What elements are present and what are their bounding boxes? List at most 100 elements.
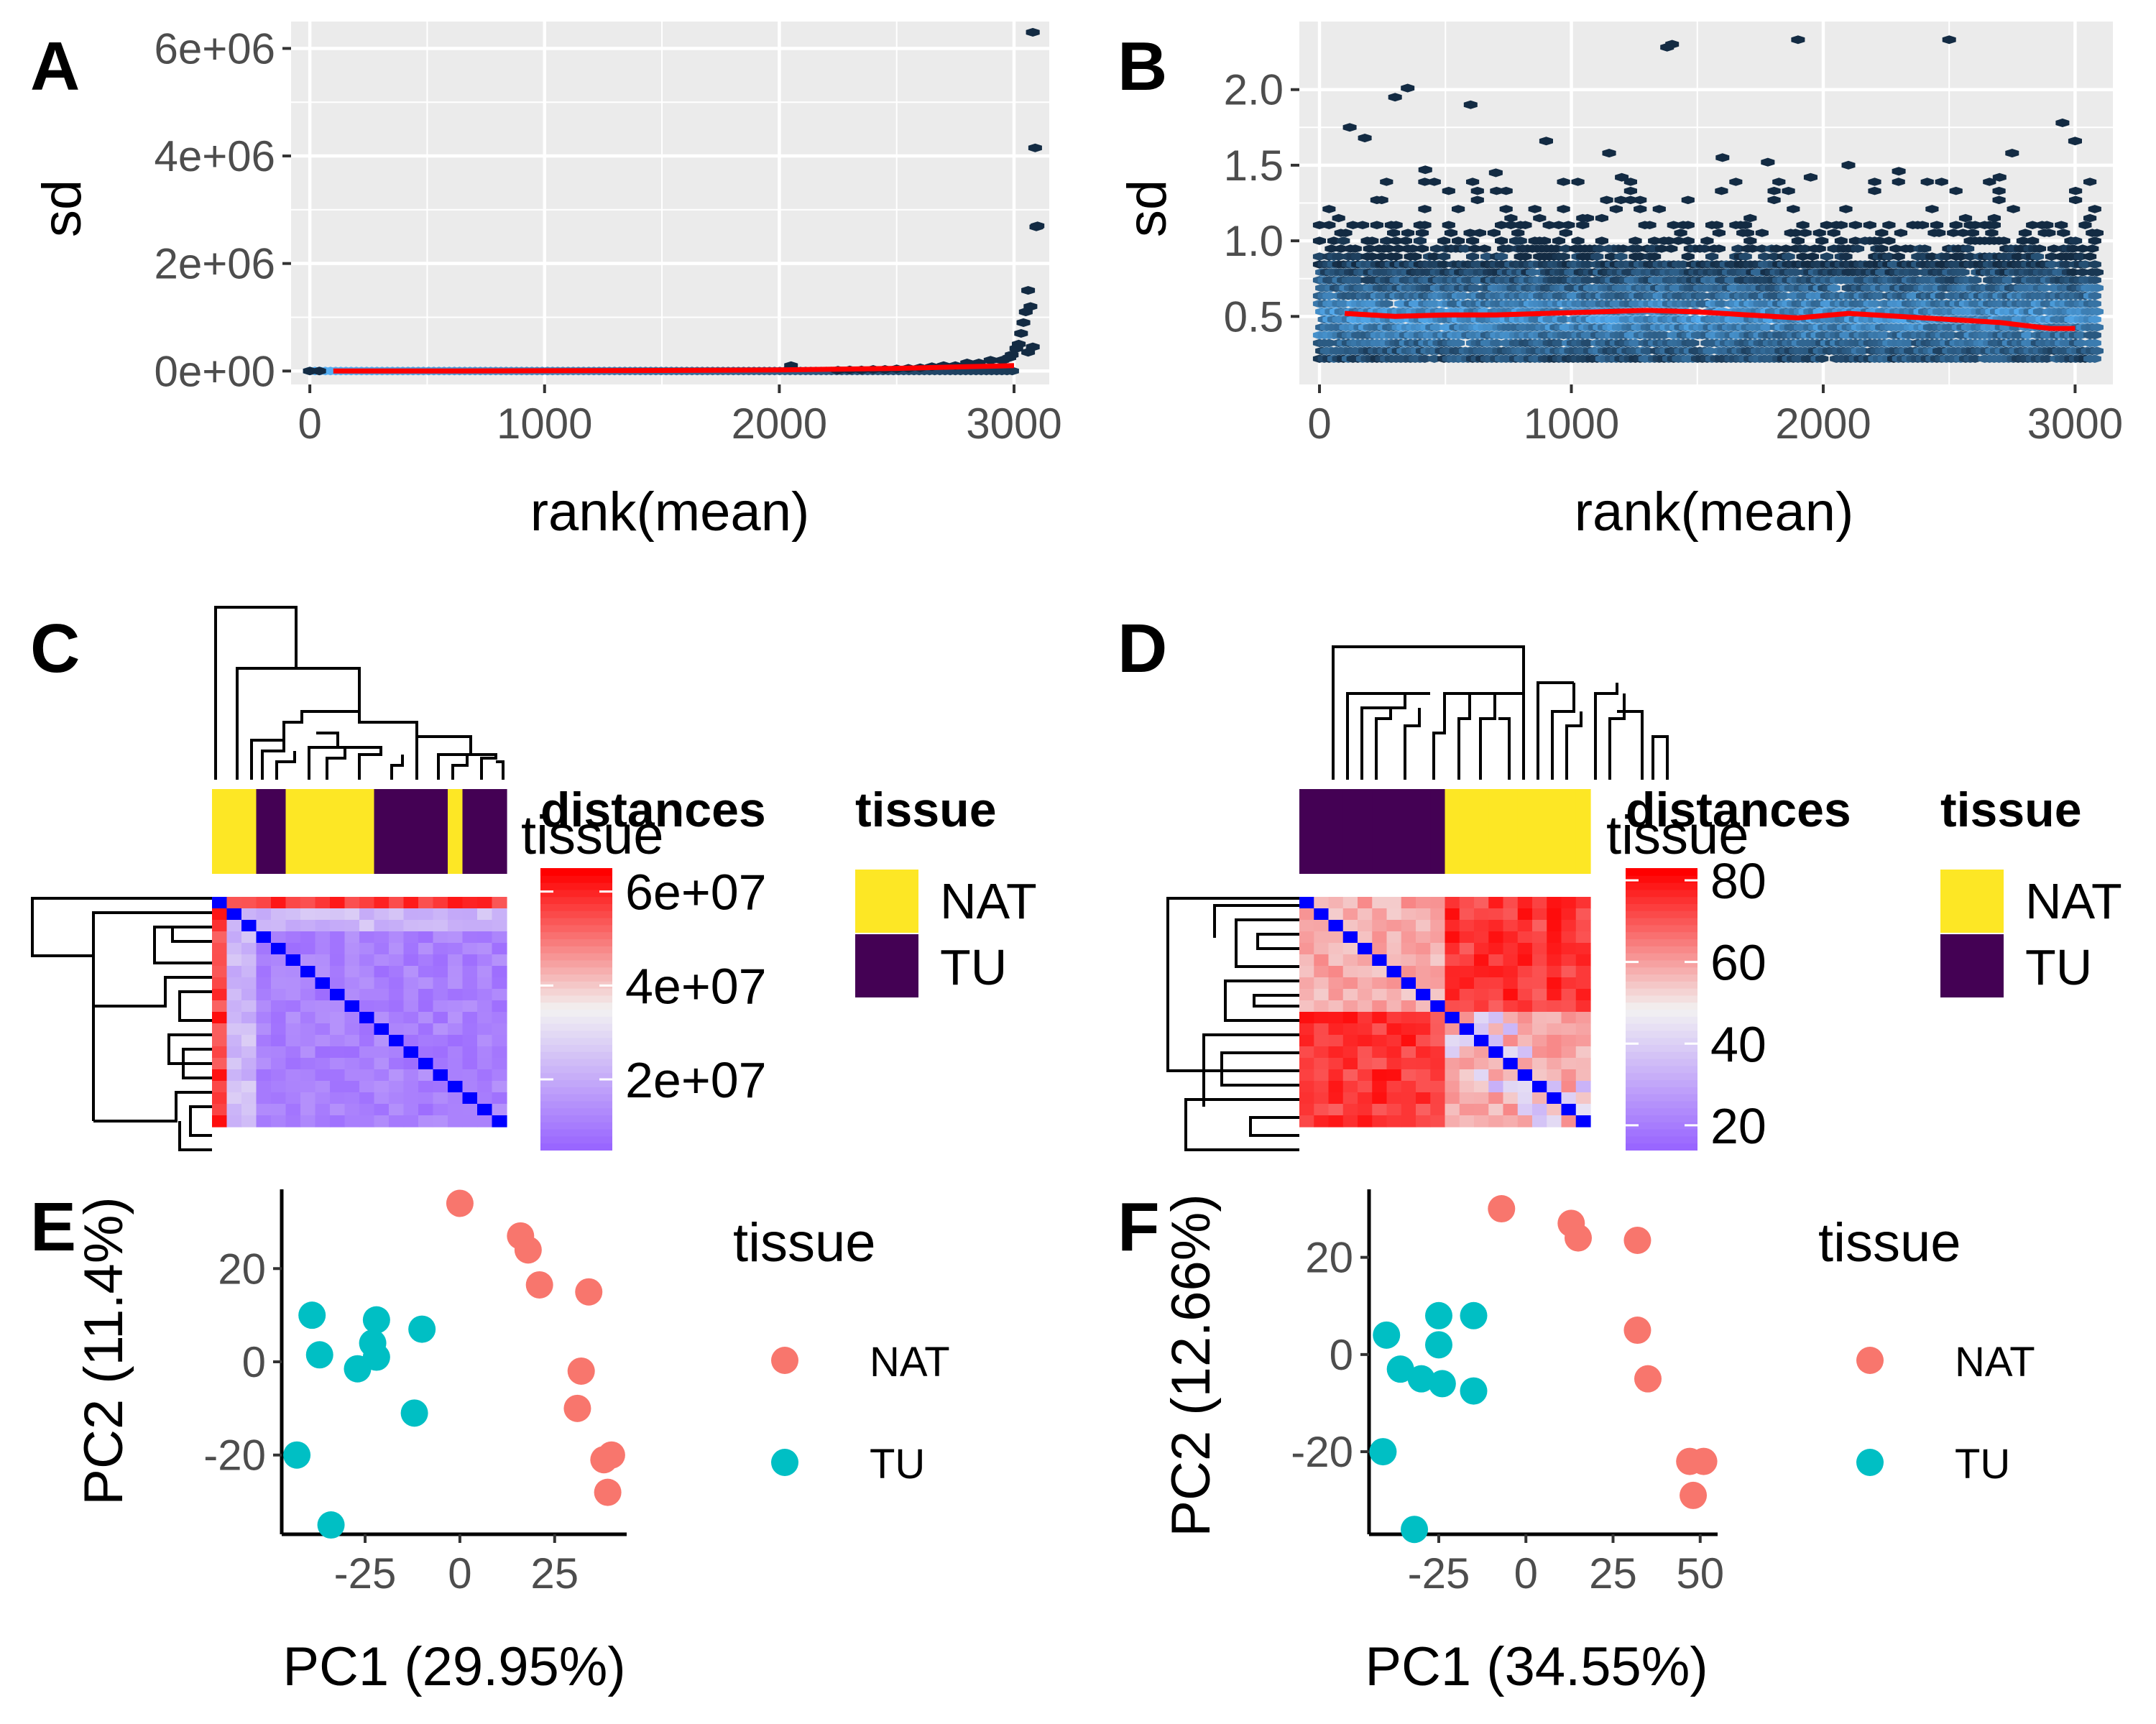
hex-cell <box>1399 236 1412 245</box>
heatmap-cell <box>226 1000 242 1013</box>
heatmap-cell <box>1299 1104 1314 1116</box>
hex-cell <box>1782 252 1795 261</box>
heatmap-cell <box>477 920 493 932</box>
hex-cell <box>2078 221 2092 229</box>
hex-point <box>1018 307 1033 317</box>
heatmap-cell <box>285 1000 301 1013</box>
point-tu <box>1425 1331 1452 1359</box>
heatmap-cell <box>241 1023 257 1036</box>
heatmap-cell <box>374 966 390 978</box>
heatmap-cell <box>1503 943 1519 955</box>
heatmap-cell <box>1517 966 1533 978</box>
colorbar-step <box>540 875 612 883</box>
heatmap-cell <box>1430 1104 1446 1116</box>
heatmap-cell <box>256 1081 272 1093</box>
heatmap-cell <box>448 1058 464 1070</box>
hex-cell <box>2030 252 2044 261</box>
heatmap-cell <box>1561 989 1577 1001</box>
heatmap-cell <box>1445 1081 1460 1093</box>
heatmap-cell <box>418 1069 434 1082</box>
tissue-annotation-cell <box>256 789 272 874</box>
heatmap-cell <box>256 1000 272 1013</box>
heatmap-cell <box>1328 1035 1344 1047</box>
hex-cell <box>1961 244 1975 253</box>
heatmap-cell <box>1358 908 1373 921</box>
panel-d-legend-tu-swatch <box>1940 934 2004 997</box>
heatmap-cell <box>300 1115 316 1128</box>
hex-cell <box>1686 338 1700 348</box>
heatmap-cell <box>1372 908 1388 921</box>
heatmap-cell <box>1561 977 1577 990</box>
heatmap-cell <box>285 897 301 909</box>
heatmap-cell <box>1517 1104 1533 1116</box>
hex-cell <box>1827 229 1841 237</box>
point-nat <box>1565 1224 1592 1252</box>
heatmap-cell <box>1445 943 1460 955</box>
hex-cell <box>1767 195 1781 205</box>
hex-cell <box>1537 236 1552 245</box>
heatmap-cell <box>330 920 346 932</box>
colorbar-step <box>1626 931 1697 939</box>
hex-cell <box>2088 315 2101 324</box>
heatmap-cell <box>1314 1023 1330 1036</box>
heatmap-cell <box>1401 977 1416 990</box>
heatmap-cell <box>1561 920 1577 932</box>
heatmap-cell <box>300 1035 316 1047</box>
hex-cell <box>1375 195 1388 205</box>
hex-cell <box>2088 338 2101 348</box>
panel-b-hexbin-chart: 0 1000 2000 3000 0.5 1.0 1.5 2.0 rank(mean) sd <box>1117 22 2123 543</box>
heatmap-cell <box>1342 1058 1358 1070</box>
heatmap-cell <box>1474 989 1489 1001</box>
heatmap-cell <box>1488 1035 1504 1047</box>
heatmap-cell <box>1547 1058 1562 1070</box>
heatmap-cell <box>389 1081 405 1093</box>
point-nat <box>1623 1317 1651 1345</box>
heatmap-cell <box>1547 954 1562 967</box>
heatmap-cell <box>1342 954 1358 967</box>
heatmap-cell <box>1517 908 1533 921</box>
heatmap-cell <box>330 1012 346 1024</box>
heatmap-cell <box>226 931 242 944</box>
heatmap-cell <box>1532 897 1547 909</box>
heatmap-cell <box>285 977 301 990</box>
heatmap-cell <box>1575 931 1591 944</box>
point-tu <box>1425 1301 1452 1329</box>
heatmap-cell <box>344 977 360 990</box>
colorbar-step <box>540 1143 612 1151</box>
heatmap-cell <box>477 1104 493 1116</box>
panel-a-hexbin-chart: 0 1000 2000 3000 0e+00 2e+06 4e+06 6e+06 rank(m… <box>32 22 1062 543</box>
colorbar-step <box>1626 1009 1697 1017</box>
colorbar-step <box>540 1002 612 1010</box>
colorbar-tick-label: 40 <box>1710 1016 1766 1072</box>
heatmap-cell <box>492 989 507 1001</box>
heatmap-cell <box>1314 1081 1330 1093</box>
heatmap-cell <box>271 1046 287 1059</box>
heatmap-cell <box>1445 1046 1460 1059</box>
heatmap-cell <box>1575 1046 1591 1059</box>
heatmap-cell <box>1401 1092 1416 1105</box>
heatmap-cell <box>462 943 478 955</box>
colorbar-step <box>1626 924 1697 933</box>
colorbar-step <box>540 889 612 898</box>
hex-cell <box>1787 205 1800 213</box>
heatmap-cell <box>1299 989 1314 1001</box>
hex-cell <box>2083 213 2097 223</box>
colorbar-step <box>540 917 612 926</box>
heatmap-cell <box>418 977 434 990</box>
x-tick-label: 2000 <box>732 400 827 448</box>
colorbar-tick-label: 6e+07 <box>625 865 767 921</box>
hex-point <box>1014 328 1028 338</box>
heatmap-cell <box>212 897 228 909</box>
colorbar-step <box>540 1023 612 1031</box>
heatmap-cell <box>241 1058 257 1070</box>
heatmap-cell <box>1474 1081 1489 1093</box>
heatmap-cell <box>344 897 360 909</box>
heatmap-cell <box>315 977 331 990</box>
heatmap-cell <box>1328 1092 1344 1105</box>
hex-cell <box>2018 229 2032 237</box>
hex-cell <box>1600 195 1613 205</box>
heatmap-cell <box>285 920 301 932</box>
heatmap-cell <box>462 1023 478 1036</box>
heatmap-cell <box>212 1069 228 1082</box>
heatmap-cell <box>1547 966 1562 978</box>
